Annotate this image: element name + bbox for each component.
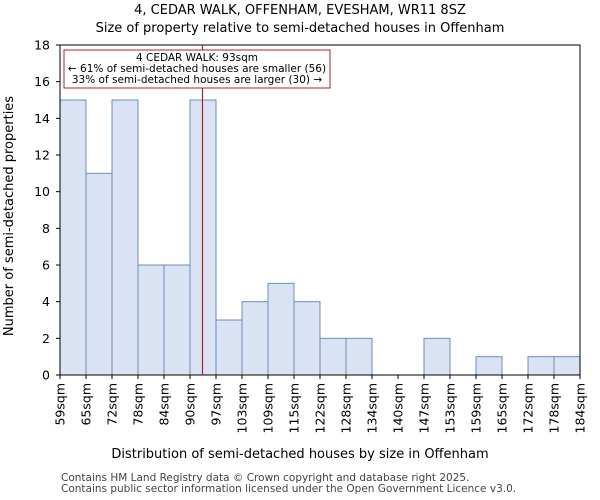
annotation-line-3: 33% of semi-detached houses are larger (… bbox=[72, 74, 323, 86]
annotation-line-2: ← 61% of semi-detached houses are smalle… bbox=[68, 63, 326, 75]
x-tick-label: 90sqm bbox=[183, 383, 198, 426]
x-tick-label: 109sqm bbox=[261, 383, 276, 433]
x-tick-label: 184sqm bbox=[573, 383, 588, 433]
x-tick-label: 78sqm bbox=[131, 383, 146, 426]
plot-frame bbox=[59, 44, 581, 376]
bar-159sqm bbox=[475, 356, 503, 376]
bar-122sqm bbox=[319, 337, 347, 376]
bar-128sqm bbox=[345, 337, 373, 376]
y-axis-label: Number of semi-detached properties bbox=[2, 96, 17, 336]
y-tick-label: 4 bbox=[42, 294, 50, 309]
bar-109sqm bbox=[267, 282, 295, 376]
y-tick-label: 18 bbox=[34, 38, 50, 53]
bar-178sqm bbox=[553, 356, 581, 376]
x-tick-label: 159sqm bbox=[469, 383, 484, 433]
y-tick-label: 8 bbox=[42, 221, 50, 236]
x-tick-label: 153sqm bbox=[443, 383, 458, 433]
x-tick-label: 115sqm bbox=[287, 383, 302, 433]
bar-115sqm bbox=[293, 301, 321, 376]
annotation-box: 4 CEDAR WALK: 93sqm ← 61% of semi-detach… bbox=[63, 49, 331, 89]
x-tick-label: 140sqm bbox=[391, 383, 406, 433]
bar-65sqm bbox=[85, 172, 113, 376]
annotation-frame bbox=[63, 49, 331, 89]
x-tick-label: 147sqm bbox=[417, 383, 432, 433]
y-tick-label: 10 bbox=[34, 184, 50, 199]
annotation-line-1: 4 CEDAR WALK: 93sqm bbox=[136, 52, 258, 64]
x-tick-label: 97sqm bbox=[209, 383, 224, 426]
x-tick-label: 72sqm bbox=[105, 383, 120, 426]
x-tick-label: 165sqm bbox=[495, 383, 510, 433]
bar-103sqm bbox=[241, 301, 269, 376]
chart-subtitle: Size of property relative to semi-detach… bbox=[96, 21, 505, 36]
bar-84sqm bbox=[163, 264, 191, 376]
y-tick-label: 16 bbox=[34, 74, 50, 89]
x-tick-label: 128sqm bbox=[339, 383, 354, 433]
x-tick-label: 122sqm bbox=[313, 383, 328, 433]
y-tick-label: 0 bbox=[42, 368, 50, 383]
y-tick-label: 14 bbox=[34, 111, 50, 126]
x-tick-label: 65sqm bbox=[79, 383, 94, 426]
bar-72sqm bbox=[111, 99, 139, 376]
x-tick-label: 103sqm bbox=[235, 383, 250, 433]
bar-97sqm bbox=[215, 319, 243, 376]
x-axis-ticks: 59sqm 65sqm 72sqm 78sqm 84sqm 90sqm 97sqm 103sq… bbox=[53, 375, 588, 433]
y-tick-label: 2 bbox=[42, 331, 50, 346]
x-tick-label: 172sqm bbox=[521, 383, 536, 433]
y-axis-ticks: 0 2 4 6 8 10 12 14 16 18 bbox=[34, 38, 60, 383]
y-tick-label: 6 bbox=[42, 258, 50, 273]
x-tick-label: 59sqm bbox=[53, 383, 68, 426]
y-tick-label: 12 bbox=[34, 148, 50, 163]
footer-line-2: Contains public sector information licen… bbox=[61, 483, 517, 495]
x-tick-label: 178sqm bbox=[547, 383, 562, 433]
x-tick-label: 134sqm bbox=[365, 383, 380, 433]
bar-59sqm bbox=[59, 99, 87, 376]
x-axis-label: Distribution of semi-detached houses by … bbox=[111, 447, 488, 462]
footer-line-1: Contains HM Land Registry data © Crown c… bbox=[61, 472, 470, 484]
chart-title: 4, CEDAR WALK, OFFENHAM, EVESHAM, WR11 8… bbox=[134, 3, 466, 18]
bar-78sqm bbox=[137, 264, 165, 376]
x-tick-label: 84sqm bbox=[157, 383, 172, 426]
bar-147sqm bbox=[423, 337, 451, 376]
bar-172sqm bbox=[527, 356, 555, 376]
bar-group bbox=[59, 99, 581, 376]
